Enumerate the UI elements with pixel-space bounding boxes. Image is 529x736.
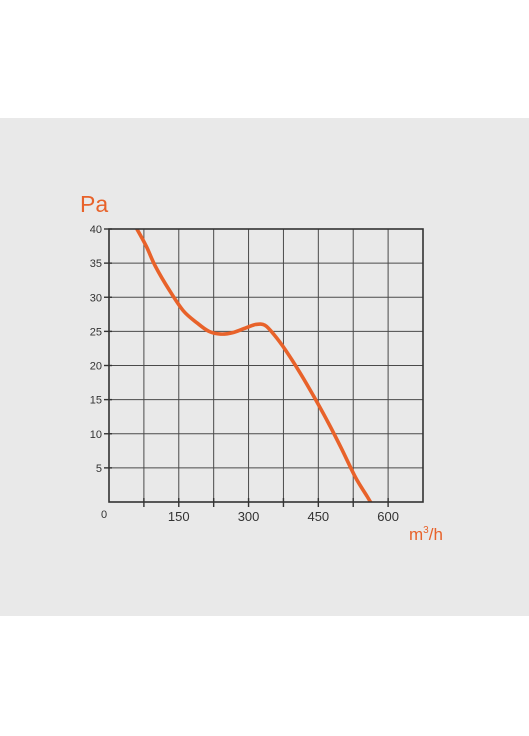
y-tick-label: 40 (90, 224, 102, 236)
tick-labels: 150 300 450 600 5 10 15 20 25 30 35 40 (90, 224, 399, 524)
x-axis-label-base: m (409, 525, 423, 544)
x-tick-label: 600 (377, 509, 399, 524)
fan-performance-chart: 150 300 450 600 5 10 15 20 25 30 35 40 Pa 0 m3/h (80, 191, 443, 544)
x-axis-label: m3/h (409, 525, 443, 544)
y-tick-label: 35 (90, 258, 102, 270)
grid (109, 229, 423, 502)
x-axis-label-superscript: 3 (423, 525, 429, 536)
x-tick-label: 300 (238, 509, 260, 524)
y-tick-label: 25 (90, 326, 102, 338)
y-tick-label: 10 (90, 429, 102, 441)
chart-panel: 150 300 450 600 5 10 15 20 25 30 35 40 Pa 0 m3/h (0, 118, 529, 616)
series-layer (135, 229, 373, 502)
y-tick-label: 30 (90, 292, 102, 304)
y-tick-label: 15 (90, 395, 102, 407)
x-tick-label: 450 (307, 509, 329, 524)
series-line (135, 229, 373, 502)
y-tick-label: 5 (96, 463, 102, 475)
y-axis-label: Pa (80, 191, 108, 217)
x-tick-label: 150 (168, 509, 190, 524)
y-tick-label: 20 (90, 361, 102, 373)
tick-marks (104, 228, 389, 507)
origin-label: 0 (101, 509, 107, 521)
x-axis-label-suffix: /h (429, 525, 443, 544)
